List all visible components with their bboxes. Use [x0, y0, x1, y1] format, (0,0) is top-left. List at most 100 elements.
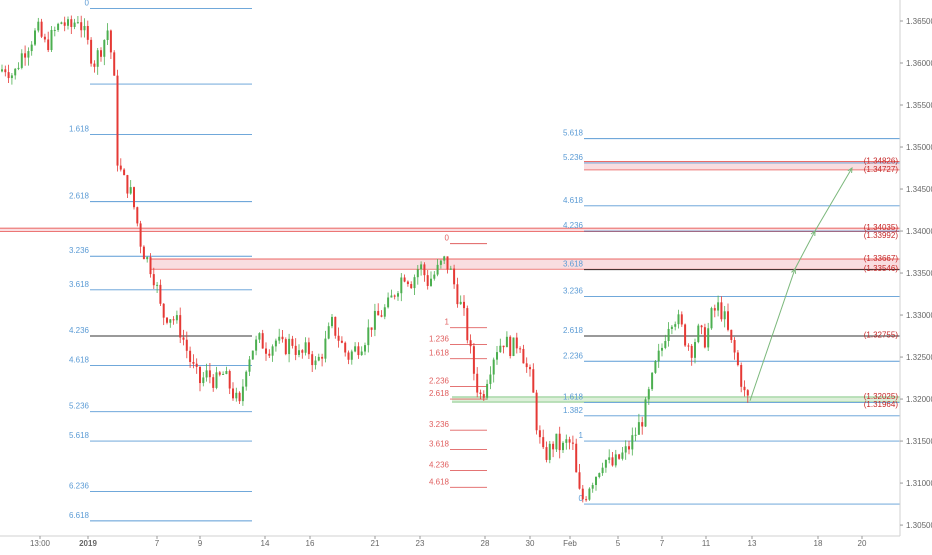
candle-body [142, 246, 145, 260]
fib-left-level-label: 0 [85, 0, 90, 7]
candle-body [535, 392, 538, 431]
time-tick-label: 18 [814, 539, 823, 548]
time-tick-label: 13 [748, 539, 757, 548]
candle-body [116, 75, 119, 166]
candle-body [311, 354, 314, 366]
fib-right-level-label: 5.618 [563, 129, 584, 138]
candle-body [568, 439, 571, 443]
candle-body [294, 345, 297, 355]
candle-body [17, 67, 20, 69]
fib-middle-level-label: 4.236 [429, 460, 450, 469]
candle-body [373, 310, 376, 330]
candle-body [684, 324, 687, 346]
candle-body [654, 361, 657, 373]
candle-body [674, 324, 677, 327]
candle-body [406, 281, 409, 285]
fib-middle-level-label: 1.236 [429, 334, 450, 343]
candle-body [169, 319, 172, 323]
candle-body [166, 317, 168, 323]
candle-body [439, 260, 442, 265]
candle-body [687, 345, 690, 347]
candle-body [433, 274, 436, 279]
time-tick-label: 13:00 [30, 539, 51, 548]
candle-body [126, 175, 129, 194]
projection-arrowhead [791, 267, 797, 274]
candle-body [423, 264, 426, 276]
candle-body [268, 353, 271, 356]
candle-body [479, 392, 482, 395]
candle-body [680, 314, 683, 325]
candle-body [265, 348, 267, 354]
fib-right-level-label: 1 [579, 431, 584, 440]
candle-body [383, 307, 386, 317]
candle-body [469, 340, 472, 347]
candle-body [367, 327, 370, 346]
candle-body [83, 25, 86, 31]
candle-body [595, 476, 597, 486]
key-level-label: (1.33992) [864, 231, 899, 240]
price-axis[interactable]: 1.36500 1.36000 1.35500 1.35000 1.34500 1.340… [899, 0, 932, 536]
candle-body [740, 365, 743, 387]
candle-body [86, 25, 89, 40]
candle-body [1, 69, 3, 72]
candle-body [661, 347, 663, 351]
candle-body [205, 370, 208, 378]
candle-body [7, 72, 10, 79]
price-tick-label: 1.36000 [906, 59, 932, 68]
price-tick-label: 1.33000 [906, 311, 932, 320]
candle-body [208, 370, 211, 378]
candle-body [562, 442, 564, 451]
candle-body [354, 346, 357, 352]
candle-body [47, 39, 50, 51]
candle-body [274, 340, 277, 347]
candle-body [393, 295, 396, 297]
candle-body [136, 207, 139, 224]
key-level-label: (1.33667) [864, 254, 899, 263]
candle-body [519, 348, 522, 350]
candle-body [707, 328, 710, 348]
candle-body [100, 50, 102, 57]
time-tick-label: 21 [371, 539, 380, 548]
candle-body [436, 264, 439, 275]
candle-body [410, 284, 413, 289]
projection-path [749, 167, 853, 401]
zone-133667 [150, 259, 900, 270]
candle-body [377, 310, 380, 316]
candle-body [548, 443, 551, 460]
candle-body [746, 390, 749, 396]
candle-body [93, 63, 96, 67]
candle-body [57, 23, 60, 30]
candle-body [232, 388, 234, 399]
candle-body [542, 437, 545, 448]
candle-body [159, 284, 162, 304]
candle-body [723, 311, 726, 320]
candle-body [733, 340, 736, 353]
candle-body [152, 274, 155, 286]
candle-body [591, 485, 594, 489]
candle-body [690, 345, 693, 358]
time-tick-label: Feb [563, 539, 577, 548]
candle-body [327, 326, 330, 339]
fib-left-level-label: 4.618 [69, 355, 90, 364]
candle-body [298, 350, 300, 355]
candle-body [284, 339, 287, 355]
price-tick-label: 1.34000 [906, 227, 932, 236]
time-axis[interactable]: 13:00 2019 7 9 14 16 21 23 28 30 Feb 5 7 11 13 18 20 [0, 535, 900, 548]
candle-body [43, 36, 46, 40]
candle-body [397, 293, 399, 297]
candle-body [304, 342, 307, 353]
candle-body [571, 442, 574, 444]
price-tick-label: 1.35000 [906, 143, 932, 152]
time-tick-label: 20 [858, 539, 867, 548]
candle-body [400, 277, 403, 294]
fib-left-level-label: 1.618 [69, 124, 90, 133]
candle-body [545, 447, 548, 460]
candle-body [621, 452, 624, 459]
time-tick-label: 2019 [79, 539, 97, 548]
candle-body [245, 371, 248, 387]
candle-body [255, 339, 258, 351]
candle-body [80, 22, 83, 31]
candle-body [241, 386, 244, 402]
candle-body [499, 345, 502, 353]
